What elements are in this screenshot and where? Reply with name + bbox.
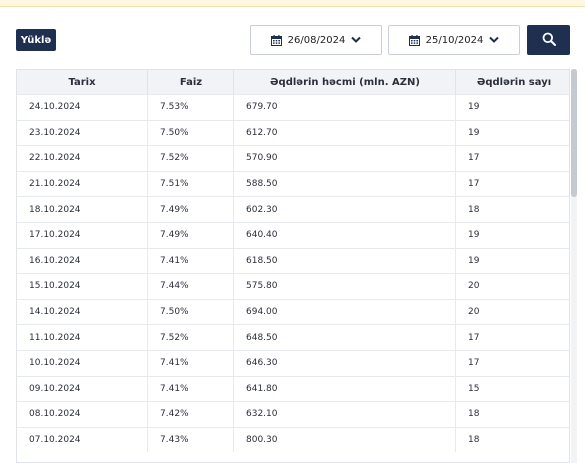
cell-rate: 7.52% <box>147 325 233 350</box>
data-table: Tarix Faiz Əqdlərin həcmi (mln. AZN) Əqd… <box>16 69 570 463</box>
cell-volume: 694.00 <box>233 299 455 325</box>
cell-date: 15.10.2024 <box>29 281 81 292</box>
table-row: 14.10.2024 7.50% 694.00 20 <box>17 298 569 325</box>
cell-volume: 618.50 <box>233 248 455 274</box>
cell-volume: 640.40 <box>233 222 455 248</box>
upload-button-label: Yüklə <box>20 34 52 46</box>
cell-volume: 570.90 <box>233 146 455 171</box>
cell-count: 17 <box>455 146 569 171</box>
cell-volume: 575.80 <box>233 274 455 299</box>
cell-rate: 7.42% <box>147 402 233 427</box>
table-row: 15.10.2024 7.44% 575.80 20 <box>17 273 569 299</box>
cell-date: 22.10.2024 <box>29 153 81 164</box>
notice-banner <box>0 0 585 6</box>
notice-divider <box>0 6 585 7</box>
cell-count: 19 <box>455 222 569 248</box>
cell-date: 18.10.2024 <box>29 204 81 215</box>
table-row: 18.10.2024 7.49% 602.30 18 <box>17 196 569 222</box>
search-icon <box>542 31 556 50</box>
search-button[interactable] <box>527 25 570 55</box>
date-from-value: 26/08/2024 <box>287 34 346 46</box>
cell-rate: 7.49% <box>147 222 233 248</box>
cell-rate: 7.52% <box>147 146 233 171</box>
cell-volume: 648.50 <box>233 325 455 350</box>
cell-rate: 7.50% <box>147 120 233 146</box>
column-header-date[interactable]: Tarix <box>68 76 96 88</box>
cell-count: 17 <box>455 350 569 376</box>
chevron-down-icon <box>351 36 362 44</box>
cell-count: 17 <box>455 325 569 350</box>
table-row: 08.10.2024 7.42% 632.10 18 <box>17 401 569 427</box>
cell-date: 21.10.2024 <box>29 179 81 190</box>
cell-rate: 7.43% <box>147 427 233 453</box>
cell-count: 18 <box>455 402 569 427</box>
cell-count: 15 <box>455 376 569 402</box>
cell-rate: 7.51% <box>147 171 233 197</box>
table-header: Tarix Faiz Əqdlərin həcmi (mln. AZN) Əqd… <box>17 70 569 94</box>
column-header-rate[interactable]: Faiz <box>147 70 234 94</box>
cell-date: 09.10.2024 <box>29 383 81 394</box>
cell-count: 17 <box>455 171 569 197</box>
table-row: 21.10.2024 7.51% 588.50 17 <box>17 170 569 197</box>
table-row: 17.10.2024 7.49% 640.40 19 <box>17 221 569 248</box>
table-row: 22.10.2024 7.52% 570.90 17 <box>17 145 569 171</box>
table-row: 24.10.2024 7.53% 679.70 19 <box>17 94 569 120</box>
cell-date: 23.10.2024 <box>29 127 81 138</box>
cell-count: 18 <box>455 197 569 222</box>
cell-count: 19 <box>455 95 569 120</box>
cell-volume: 679.70 <box>233 95 455 120</box>
table-row: 16.10.2024 7.41% 618.50 19 <box>17 247 569 274</box>
cell-volume: 641.80 <box>233 376 455 402</box>
table-body: 24.10.2024 7.53% 679.70 19 23.10.2024 7.50% 61… <box>17 94 569 453</box>
cell-rate: 7.49% <box>147 197 233 222</box>
cell-count: 19 <box>455 120 569 146</box>
table-row: 07.10.2024 7.43% 800.30 18 <box>17 426 569 453</box>
cell-rate: 7.53% <box>147 95 233 120</box>
cell-date: 07.10.2024 <box>29 435 81 446</box>
date-from-picker[interactable]: 26/08/2024 <box>250 25 382 55</box>
cell-volume: 646.30 <box>233 350 455 376</box>
table-row: 23.10.2024 7.50% 612.70 19 <box>17 119 569 146</box>
cell-count: 18 <box>455 427 569 453</box>
cell-volume: 800.30 <box>233 427 455 453</box>
cell-date: 08.10.2024 <box>29 409 81 420</box>
cell-count: 19 <box>455 248 569 274</box>
table-row: 10.10.2024 7.41% 646.30 17 <box>17 349 569 376</box>
cell-date: 11.10.2024 <box>29 332 81 343</box>
upload-button[interactable]: Yüklə <box>16 29 56 51</box>
cell-rate: 7.50% <box>147 299 233 325</box>
cell-volume: 632.10 <box>233 402 455 427</box>
scrollbar-track[interactable] <box>571 69 577 463</box>
table-row: 09.10.2024 7.41% 641.80 15 <box>17 375 569 402</box>
scrollbar-thumb[interactable] <box>571 69 577 197</box>
cell-rate: 7.41% <box>147 248 233 274</box>
column-header-count[interactable]: Əqdlərin sayı <box>455 70 569 94</box>
date-to-picker[interactable]: 25/10/2024 <box>388 25 520 55</box>
cell-rate: 7.41% <box>147 350 233 376</box>
cell-date: 10.10.2024 <box>29 358 81 369</box>
table-row: 11.10.2024 7.52% 648.50 17 <box>17 324 569 350</box>
cell-volume: 602.30 <box>233 197 455 222</box>
date-to-value: 25/10/2024 <box>425 34 484 46</box>
cell-count: 20 <box>455 274 569 299</box>
cell-date: 16.10.2024 <box>29 255 81 266</box>
calendar-icon <box>270 34 282 46</box>
cell-rate: 7.44% <box>147 274 233 299</box>
cell-rate: 7.41% <box>147 376 233 402</box>
column-header-volume[interactable]: Əqdlərin həcmi (mln. AZN) <box>233 70 456 94</box>
cell-volume: 612.70 <box>233 120 455 146</box>
calendar-icon <box>408 34 420 46</box>
cell-date: 24.10.2024 <box>29 102 81 113</box>
cell-date: 17.10.2024 <box>29 230 81 241</box>
cell-count: 20 <box>455 299 569 325</box>
cell-date: 14.10.2024 <box>29 307 81 318</box>
cell-volume: 588.50 <box>233 171 455 197</box>
chevron-down-icon <box>489 36 500 44</box>
